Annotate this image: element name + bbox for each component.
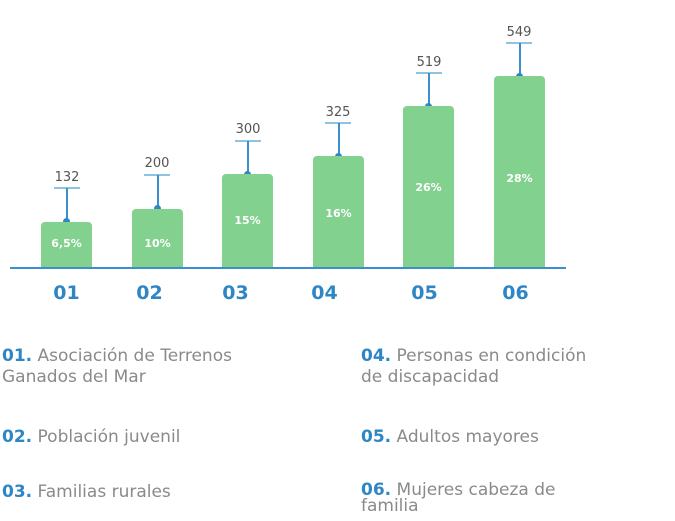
value-stem-02 [157,175,159,208]
legend-text-line2: Ganados del Mar [2,367,146,387]
bar-06: 28% [494,76,545,268]
bar-percent-01: 6,5% [51,237,82,250]
value-label-04: 325 [325,105,351,120]
legend-number: 03. [2,482,33,502]
legend-item-03: 03. Familias rurales [2,482,171,503]
legend-item-05: 05. Adultos mayores [361,427,539,448]
legend-item-04: 04. Personas en condición de discapacida… [361,346,586,388]
value-label-02: 200 [144,156,170,171]
x-tick-02: 02 [136,282,163,304]
legend-number: 05. [361,427,392,447]
legend-text-line2: familia [361,496,419,516]
bar-percent-03: 15% [234,214,261,227]
x-tick-03: 03 [222,282,249,304]
legend-text-line2: de discapacidad [361,367,500,387]
legend-text: Familias rurales [37,482,171,502]
bar-05: 26% [403,106,454,268]
x-tick-01: 01 [53,282,80,304]
value-dot-01 [63,218,70,225]
legend-text: Asociación de Terrenos [37,346,232,366]
bar-02: 10% [132,209,183,268]
legend-number: 01. [2,346,33,366]
bar-chart: 132 6,5% 200 10% 300 15% 325 16% 519 26%… [10,25,566,304]
legend-text: Población juvenil [37,427,181,447]
legend-number: 04. [361,346,392,366]
value-stem-03 [247,141,249,174]
x-tick-06: 06 [502,282,529,304]
value-label-03: 300 [235,122,261,137]
bar-03: 15% [222,174,273,268]
x-tick-05: 05 [411,282,438,304]
legend-number: 02. [2,427,33,447]
x-axis-line [10,267,566,269]
value-stem-04 [338,123,340,156]
value-stem-05 [428,73,430,106]
legend-text: Mujeres cabeza de [396,480,556,500]
bar-percent-04: 16% [325,207,352,220]
value-stem-06 [519,43,521,76]
value-stem-01 [66,188,68,221]
bar-percent-06: 28% [506,172,533,185]
bar-percent-05: 26% [415,181,442,194]
legend-text: Personas en condición [396,346,587,366]
x-tick-04: 04 [311,282,338,304]
bar-percent-02: 10% [144,237,171,250]
legend-item-02: 02. Población juvenil [2,427,180,448]
legend-text: Adultos mayores [396,427,539,447]
value-dot-02 [154,205,161,212]
value-label-05: 519 [416,55,442,70]
legend-item-06: 06. Mujeres cabeza de familia [361,480,556,516]
bar-04: 16% [313,156,364,268]
value-label-01: 132 [54,170,80,185]
legend-item-01: 01. Asociación de Terrenos Ganados del M… [2,346,232,388]
legend-number: 06. [361,480,392,500]
bar-01: 6,5% [41,222,92,268]
value-label-06: 549 [506,25,532,40]
